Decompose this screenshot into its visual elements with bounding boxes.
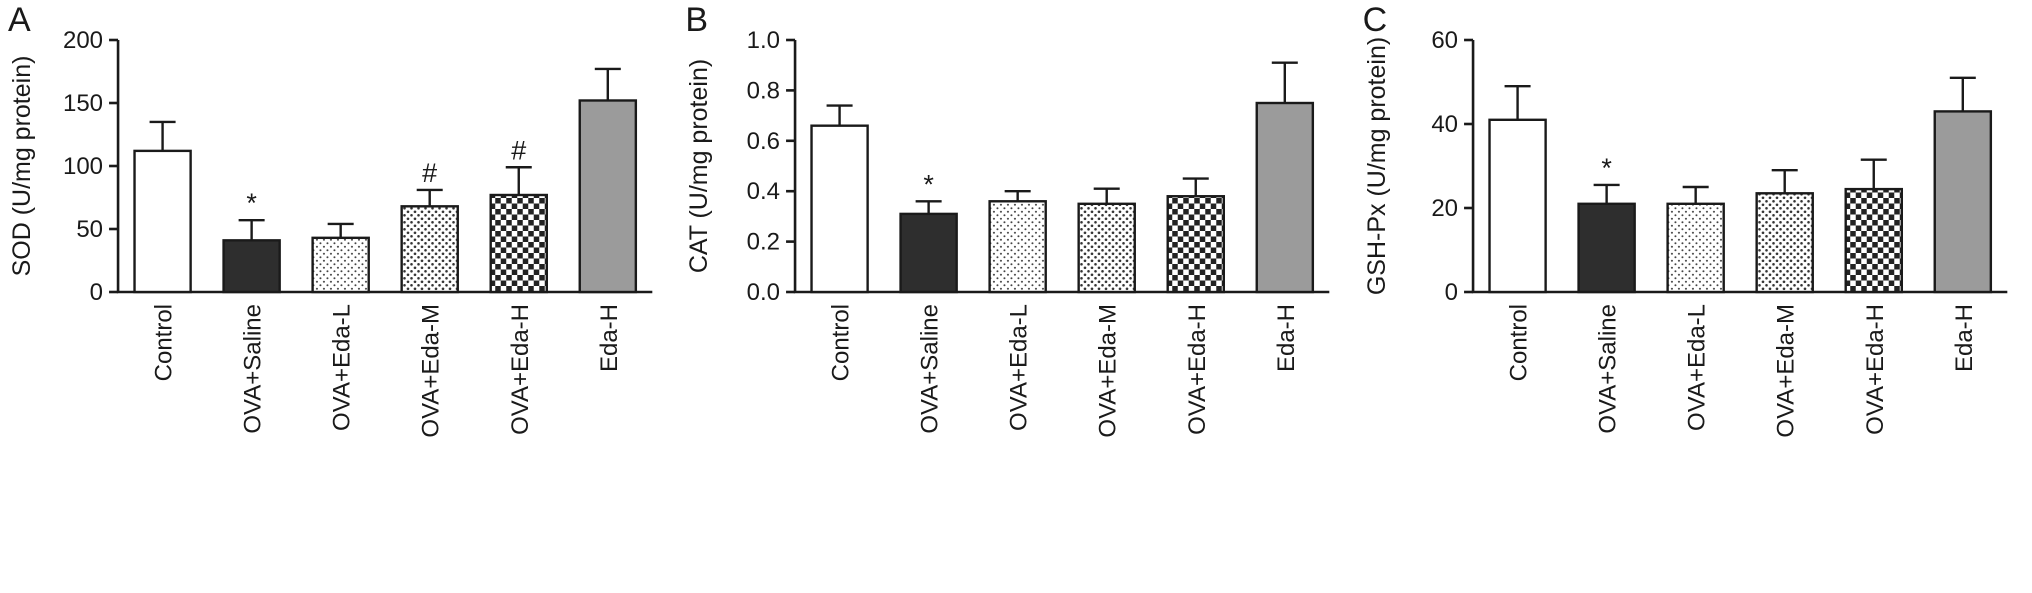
y-tick-label: 50: [76, 216, 103, 243]
bar-OVA+Eda-M: [1077, 202, 1137, 294]
bar-Control: [133, 149, 192, 294]
y-tick-label: 0.8: [747, 77, 780, 104]
y-tick-label: 0: [90, 279, 103, 306]
panel-c: C 0 20 40 60 GSH-Px (U/mg protein) Control * OV…: [1355, 0, 2032, 593]
x-tick-label: OVA+Eda-M: [1772, 304, 1799, 438]
y-tick-label: 20: [1431, 195, 1458, 222]
significance-marker: *: [1601, 153, 1612, 183]
y-tick-label: 1.0: [747, 27, 780, 54]
bar-OVA+Saline: [222, 239, 281, 294]
x-tick-label: Control: [828, 304, 855, 381]
bar-OVA+Eda-L: [988, 200, 1048, 294]
y-axis-title: SOD (U/mg protein): [8, 56, 36, 277]
x-tick-label: Eda-H: [596, 304, 623, 372]
x-tick-label: OVA+Eda-H: [1184, 304, 1211, 435]
x-tick-label: Eda-H: [1273, 304, 1300, 372]
bar-chart-sod: 0 50 100 150 200 SOD (U/mg protein) Control * OV…: [8, 27, 653, 438]
bar-Control: [810, 124, 870, 294]
bar-chart-cat: 0.0 0.2 0.4 0.6 0.8 1.0 CAT (U/mg protein) Cont…: [685, 27, 1330, 438]
bar-Control: [1487, 118, 1547, 294]
x-tick-label: Control: [1505, 304, 1532, 381]
panel-letter-a: A: [8, 1, 31, 39]
x-tick-label: Eda-H: [1950, 304, 1977, 372]
bar-OVA+Eda-L: [311, 236, 370, 294]
y-axis-title: GSH-Px (U/mg protein): [1363, 37, 1391, 295]
significance-marker: #: [511, 135, 526, 165]
y-tick-label: 0: [1444, 279, 1457, 306]
y-tick-label: 0.6: [747, 128, 780, 155]
bar-OVA+Saline: [1577, 202, 1636, 294]
x-tick-label: Control: [151, 304, 178, 381]
x-tick-label: OVA+Eda-H: [1861, 304, 1888, 435]
y-axis-title: CAT (U/mg protein): [685, 59, 713, 273]
significance-marker: *: [924, 169, 935, 199]
y-tick-label: 0.2: [747, 229, 780, 256]
x-tick-label: OVA+Eda-L: [1006, 304, 1033, 431]
bar-OVA+Eda-M: [400, 205, 459, 294]
panel-a: A 0 50 100 150 200 SOD (U/mg protein) Control *…: [0, 0, 677, 593]
panel-b: B 0.0 0.2 0.4 0.6 0.8 1.0 CAT (U/mg protein) Co…: [677, 0, 1354, 593]
x-tick-label: OVA+Saline: [917, 304, 944, 434]
bar-Eda-H: [1255, 101, 1315, 294]
y-tick-label: 100: [63, 153, 103, 180]
x-tick-label: OVA+Eda-H: [507, 304, 534, 435]
bar-chart-gshpx: 0 20 40 60 GSH-Px (U/mg protein) Control * OVA+…: [1363, 27, 2007, 438]
y-tick-label: 40: [1431, 111, 1458, 138]
bar-OVA+Eda-H: [1166, 195, 1226, 294]
y-tick-label: 200: [63, 27, 103, 54]
bar-OVA+Eda-H: [1844, 187, 1903, 294]
bar-OVA+Eda-M: [1755, 192, 1814, 294]
bar-OVA+Eda-H: [489, 193, 549, 294]
x-tick-label: OVA+Saline: [1594, 304, 1621, 434]
x-tick-label: OVA+Eda-L: [329, 304, 356, 431]
x-tick-label: OVA+Eda-M: [1095, 304, 1122, 438]
y-tick-label: 60: [1431, 27, 1458, 54]
panel-letter-b: B: [685, 1, 709, 39]
x-tick-label: OVA+Eda-M: [418, 304, 445, 438]
bar-Eda-H: [1933, 110, 1992, 294]
bar-Eda-H: [578, 99, 638, 294]
significance-marker: *: [246, 188, 257, 218]
bar-OVA+Eda-L: [1666, 202, 1725, 294]
bar-OVA+Saline: [899, 212, 959, 294]
panel-letter-c: C: [1362, 1, 1388, 39]
x-tick-label: OVA+Eda-L: [1683, 304, 1710, 431]
significance-marker: #: [422, 158, 437, 188]
x-tick-label: OVA+Saline: [240, 304, 267, 434]
y-tick-label: 150: [63, 90, 103, 117]
y-tick-label: 0.4: [747, 178, 780, 205]
y-tick-label: 0.0: [747, 279, 780, 306]
